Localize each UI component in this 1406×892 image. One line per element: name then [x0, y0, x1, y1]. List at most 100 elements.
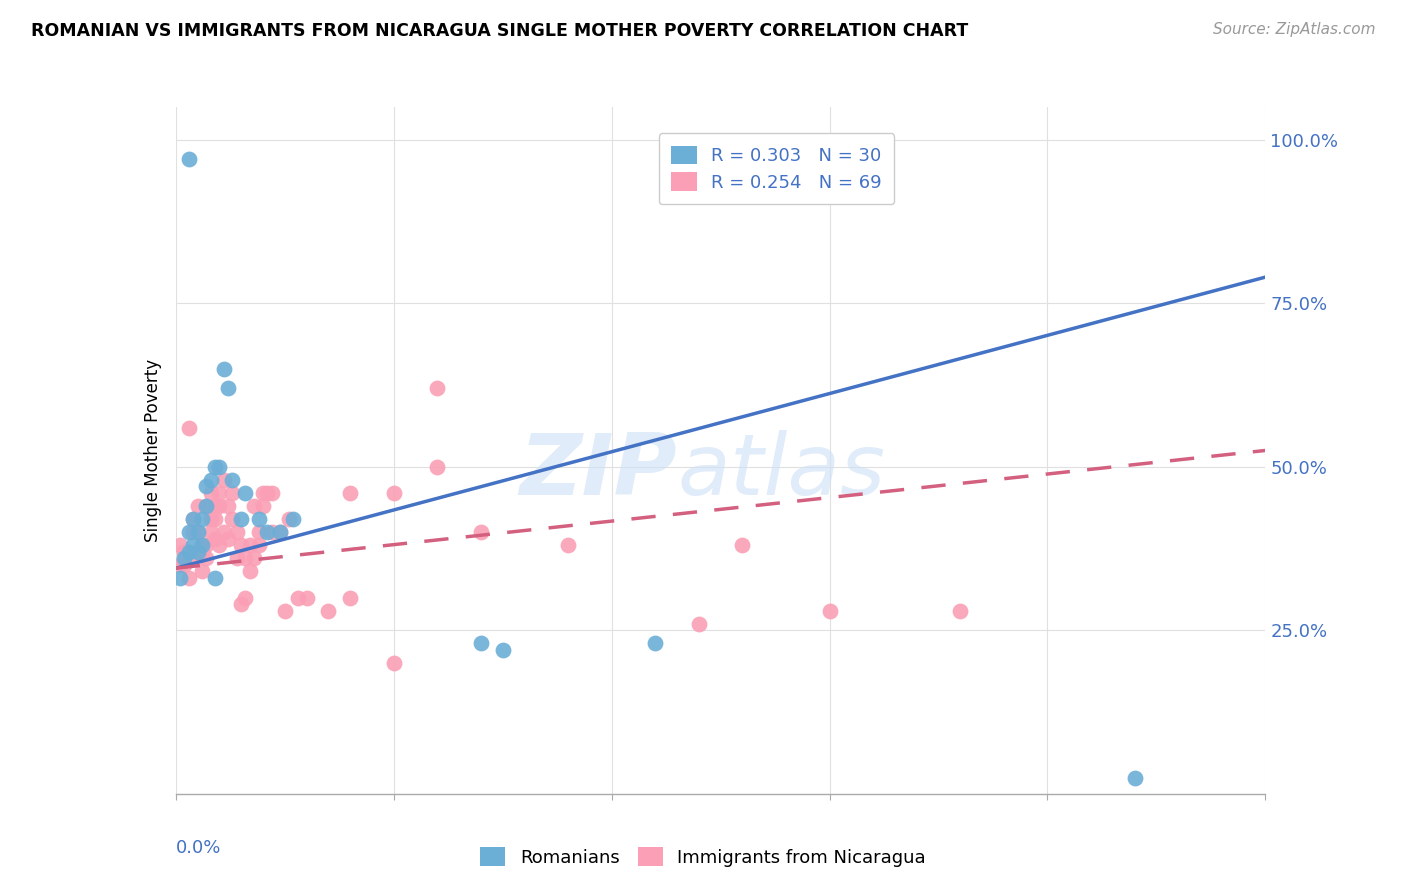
Point — [204, 512, 226, 526]
Point — [426, 459, 449, 474]
Point — [231, 512, 253, 526]
Point — [208, 499, 231, 513]
Point — [169, 571, 191, 585]
Point — [269, 525, 291, 540]
Legend: Romanians, Immigrants from Nicaragua: Romanians, Immigrants from Nicaragua — [472, 840, 934, 874]
Point — [382, 656, 405, 670]
Point — [169, 538, 191, 552]
Point — [191, 565, 214, 579]
Point — [186, 545, 209, 559]
Point — [186, 499, 209, 513]
Point — [186, 545, 209, 559]
Point — [200, 486, 222, 500]
Point — [256, 525, 278, 540]
Point — [274, 604, 297, 618]
Point — [247, 512, 270, 526]
Point — [186, 525, 209, 540]
Point — [195, 538, 218, 552]
Point — [217, 381, 239, 395]
Point — [239, 565, 262, 579]
Point — [949, 604, 972, 618]
Point — [177, 545, 200, 559]
Point — [382, 486, 405, 500]
Point — [260, 525, 283, 540]
Point — [644, 636, 666, 650]
Point — [204, 571, 226, 585]
Point — [239, 538, 262, 552]
Point — [1123, 771, 1146, 785]
Point — [243, 551, 266, 566]
Point — [260, 486, 283, 500]
Point — [235, 591, 257, 605]
Point — [177, 420, 200, 434]
Point — [173, 551, 195, 566]
Point — [225, 525, 247, 540]
Point — [731, 538, 754, 552]
Point — [287, 591, 309, 605]
Point — [426, 381, 449, 395]
Point — [195, 479, 218, 493]
Point — [231, 538, 253, 552]
Point — [181, 538, 204, 552]
Point — [191, 538, 214, 552]
Point — [470, 525, 492, 540]
Point — [208, 538, 231, 552]
Point — [195, 499, 218, 513]
Point — [247, 538, 270, 552]
Point — [212, 361, 235, 376]
Point — [181, 512, 204, 526]
Point — [208, 486, 231, 500]
Point — [688, 616, 710, 631]
Text: atlas: atlas — [678, 430, 884, 513]
Point — [191, 545, 214, 559]
Point — [173, 545, 195, 559]
Text: 0.0%: 0.0% — [176, 838, 221, 856]
Point — [212, 525, 235, 540]
Point — [212, 473, 235, 487]
Point — [191, 538, 214, 552]
Point — [231, 597, 253, 611]
Point — [247, 525, 270, 540]
Point — [204, 532, 226, 546]
Text: ZIP: ZIP — [519, 430, 678, 513]
Point — [169, 558, 191, 572]
Point — [181, 551, 204, 566]
Point — [177, 525, 200, 540]
Point — [243, 499, 266, 513]
Point — [200, 512, 222, 526]
Text: Source: ZipAtlas.com: Source: ZipAtlas.com — [1212, 22, 1375, 37]
Point — [217, 532, 239, 546]
Point — [235, 551, 257, 566]
Point — [225, 551, 247, 566]
Point — [318, 604, 340, 618]
Point — [235, 486, 257, 500]
Point — [269, 525, 291, 540]
Point — [173, 558, 195, 572]
Point — [470, 636, 492, 650]
Legend: R = 0.303   N = 30, R = 0.254   N = 69: R = 0.303 N = 30, R = 0.254 N = 69 — [659, 133, 894, 204]
Point — [221, 512, 243, 526]
Point — [177, 545, 200, 559]
Point — [818, 604, 841, 618]
Point — [339, 591, 361, 605]
Point — [200, 473, 222, 487]
Point — [200, 525, 222, 540]
Text: ROMANIAN VS IMMIGRANTS FROM NICARAGUA SINGLE MOTHER POVERTY CORRELATION CHART: ROMANIAN VS IMMIGRANTS FROM NICARAGUA SI… — [31, 22, 969, 40]
Point — [186, 525, 209, 540]
Point — [195, 551, 218, 566]
Point — [339, 486, 361, 500]
Point — [221, 486, 243, 500]
Point — [217, 499, 239, 513]
Point — [177, 153, 200, 167]
Y-axis label: Single Mother Poverty: Single Mother Poverty — [143, 359, 162, 542]
Point — [208, 459, 231, 474]
Point — [181, 525, 204, 540]
Point — [283, 512, 305, 526]
Point — [252, 499, 274, 513]
Point — [252, 486, 274, 500]
Point — [181, 512, 204, 526]
Point — [177, 571, 200, 585]
Point — [204, 459, 226, 474]
Point — [557, 538, 579, 552]
Point — [204, 499, 226, 513]
